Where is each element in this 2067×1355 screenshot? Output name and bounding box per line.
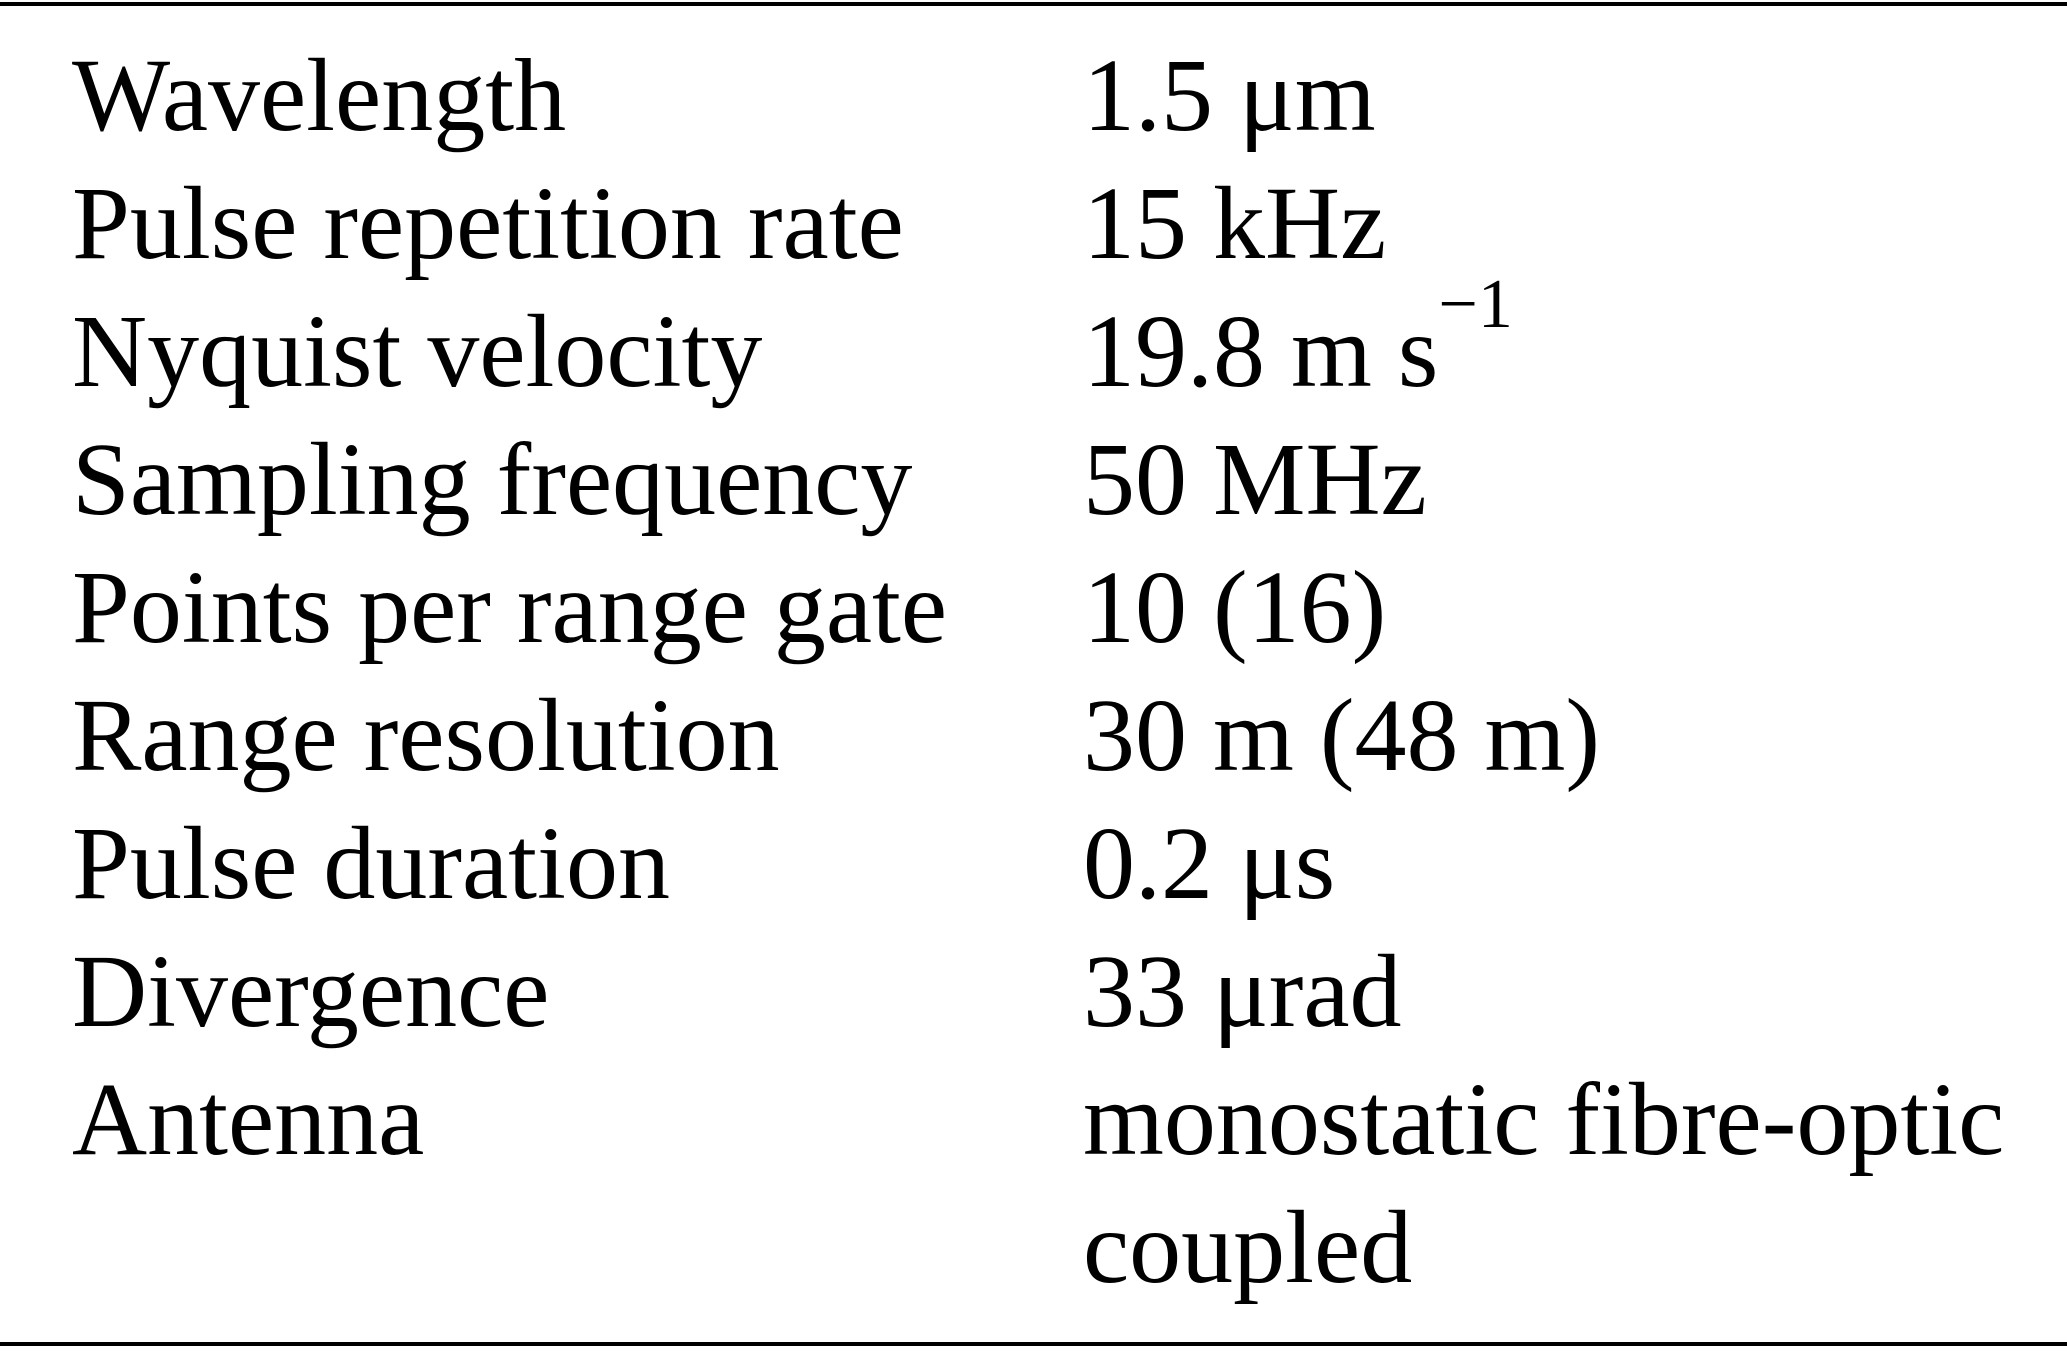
parameter-name: Antenna: [72, 1062, 425, 1177]
parameter-name: Divergence: [72, 934, 550, 1049]
table-row: Range resolution 30 m (48 m): [0, 672, 2067, 800]
parameter-value: 0.2 μs: [1083, 806, 1336, 921]
table-row: Wavelength 1.5 μm: [0, 4, 2067, 160]
parameter-value: 15 kHz: [1083, 166, 1387, 281]
parameter-value: 10 (16): [1083, 550, 1387, 665]
parameter-name: Wavelength: [72, 38, 567, 153]
parameter-value: monostatic fibre-optic coupled: [1083, 1062, 2005, 1305]
parameter-value: 50 MHz: [1083, 422, 1427, 537]
value-text: 19.8 m s: [1083, 294, 1439, 409]
parameter-name: Points per range gate: [72, 550, 948, 665]
parameter-value: 30 m (48 m): [1083, 678, 1601, 793]
parameter-value: 1.5 μm: [1083, 38, 1376, 153]
parameter-value: 19.8 m s−1: [1083, 270, 2067, 416]
table-row: Divergence 33 μrad: [0, 928, 2067, 1056]
parameter-name: Pulse duration: [72, 806, 670, 921]
parameter-name: Sampling frequency: [72, 422, 913, 537]
parameter-name: Range resolution: [72, 678, 780, 793]
value-superscript: −1: [1438, 266, 1513, 343]
table-body: Wavelength 1.5 μm Pulse repetition rate 15 …: [0, 4, 2067, 1344]
table-row: Nyquist velocity 19.8 m s−1: [0, 270, 2067, 416]
table-row: Antenna monostatic fibre-optic coupled: [0, 1056, 2067, 1344]
table-row: Pulse duration 0.2 μs: [0, 800, 2067, 928]
table-row: Pulse repetition rate 15 kHz: [0, 160, 2067, 288]
parameter-name: Pulse repetition rate: [72, 166, 904, 281]
table-row: Points per range gate 10 (16): [0, 544, 2067, 672]
table-row: Sampling frequency 50 MHz: [0, 416, 2067, 544]
parameter-name: Nyquist velocity: [72, 294, 763, 409]
parameter-value: 33 μrad: [1083, 934, 1402, 1049]
